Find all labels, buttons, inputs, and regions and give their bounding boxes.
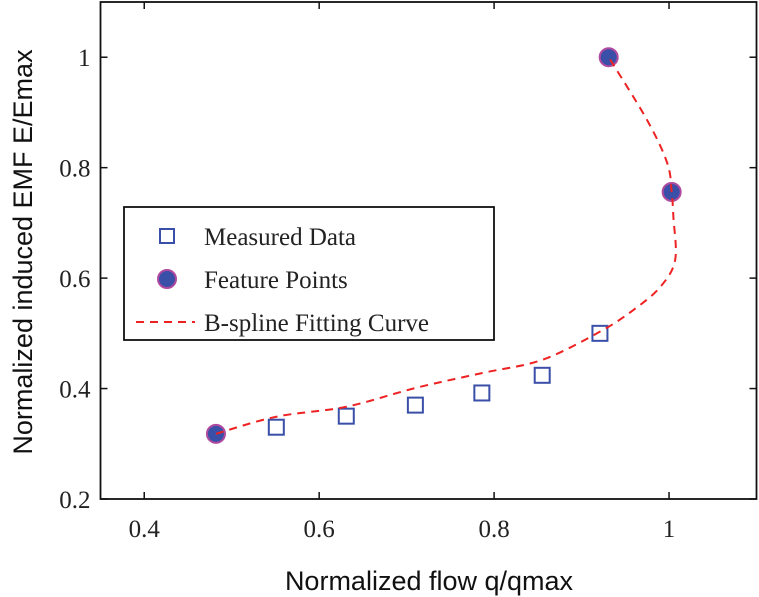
- bspline-curve: [215, 56, 677, 435]
- measured-point: [591, 324, 609, 342]
- y-tick-label: 0.6: [59, 266, 90, 293]
- legend-label: B-spline Fitting Curve: [204, 310, 429, 337]
- measured-point: [533, 366, 551, 384]
- x-tick-label: 0.6: [304, 516, 335, 543]
- measured-point: [473, 384, 491, 402]
- x-axis-label: Normalized flow q/qmax: [285, 566, 574, 596]
- legend: Measured Data Feature Points B-spline Fitt…: [123, 206, 495, 341]
- y-tick-label: 0.2: [59, 487, 90, 514]
- y-tick-label: 1: [78, 45, 91, 72]
- plot-border: [99, 1, 758, 500]
- legend-circle-icon: [157, 269, 177, 289]
- measured-point: [267, 418, 285, 436]
- legend-box: [123, 206, 495, 341]
- axis-ticks: 0.4 0.6 0.8 1 0.2 0.4 0.6 0.8 1: [59, 2, 757, 543]
- x-tick-label: 0.8: [478, 516, 509, 543]
- data-marks: [205, 47, 682, 444]
- y-tick-label: 0.8: [59, 156, 90, 183]
- x-tick-label: 0.4: [129, 516, 161, 543]
- measured-point: [337, 407, 355, 425]
- legend-label: Measured Data: [204, 224, 356, 251]
- y-tick-label: 0.4: [59, 377, 91, 404]
- plot-frame: [99, 1, 758, 500]
- legend-label: Feature Points: [204, 267, 348, 294]
- measured-points: [267, 324, 609, 436]
- x-tick-label: 1: [663, 516, 676, 543]
- legend-square-icon: [159, 228, 175, 244]
- feature-points: [205, 47, 682, 444]
- y-axis-label: Normalized induced EMF E/Emax: [8, 49, 38, 455]
- feature-point: [598, 47, 619, 68]
- measured-point: [406, 396, 424, 414]
